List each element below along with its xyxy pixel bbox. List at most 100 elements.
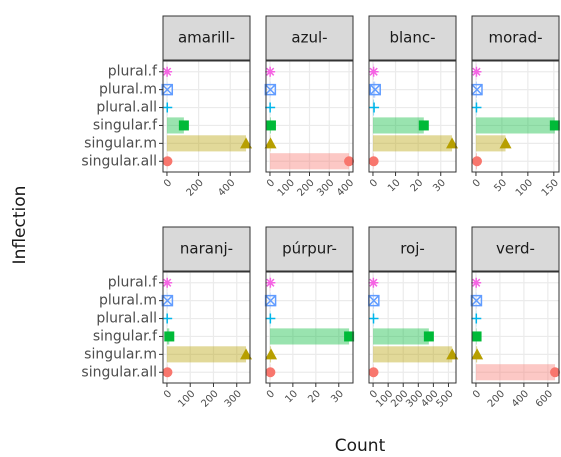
y-tick-label: singular.f [93, 117, 158, 133]
facet-title: púrpur- [282, 240, 337, 258]
point-marker [164, 331, 175, 342]
y-tick-label: singular.f [93, 328, 158, 344]
point-marker [368, 156, 379, 167]
marker-plus [471, 102, 482, 113]
y-tick-label: plural.all [96, 311, 157, 327]
bar [373, 328, 429, 345]
point-marker [162, 367, 173, 378]
x-tick-label: 100 [276, 177, 297, 198]
point-marker [369, 102, 380, 113]
marker-circle [162, 367, 173, 378]
point-marker [471, 331, 482, 342]
point-marker [265, 277, 276, 288]
marker-plus [368, 313, 379, 324]
y-tick-label: plural.all [96, 100, 157, 116]
point-marker [368, 66, 379, 77]
x-tick-label: 0 [368, 177, 380, 189]
marker-plus [369, 102, 380, 113]
marker-square [418, 120, 429, 131]
x-tick-label: 400 [510, 388, 531, 409]
point-marker [550, 367, 561, 378]
point-marker [471, 348, 484, 360]
facet-title: verd- [496, 240, 535, 258]
x-tick-label: 0 [471, 388, 483, 400]
x-tick-label: 400 [216, 177, 237, 198]
marker-square [164, 331, 175, 342]
marker-boxed-x [369, 83, 381, 96]
facet-strip [162, 15, 251, 61]
marker-plus [162, 313, 173, 324]
x-tick-label: 300 [315, 177, 336, 198]
point-marker [162, 156, 173, 167]
point-marker [264, 83, 277, 96]
point-marker [161, 294, 174, 307]
facet-strip [368, 226, 457, 272]
y-axis-title: Inflection [10, 186, 30, 265]
y-tick-label: singular.m [84, 135, 157, 151]
x-tick-label: 100 [514, 177, 535, 198]
marker-asterisk [368, 277, 379, 288]
x-tick-label: 30 [329, 388, 346, 405]
point-marker [549, 120, 560, 131]
point-marker [264, 137, 277, 149]
x-tick-label: 200 [295, 177, 316, 198]
marker-triangle [240, 348, 253, 360]
bar [166, 346, 247, 363]
panel-border [471, 271, 560, 384]
bar [372, 81, 376, 98]
panel-border [471, 60, 560, 173]
marker-asterisk [471, 277, 482, 288]
marker-circle [344, 156, 355, 167]
x-tick-label: 200 [199, 388, 220, 409]
panel-border [368, 271, 457, 384]
point-marker [471, 156, 482, 167]
bar [475, 364, 556, 381]
marker-triangle [265, 348, 278, 360]
point-marker [471, 66, 482, 77]
point-marker [240, 137, 253, 149]
y-tick-label: singular.all [81, 153, 157, 169]
facet-title: roj- [400, 240, 425, 258]
marker-square [471, 331, 482, 342]
marker-triangle [264, 137, 277, 149]
panel [163, 61, 250, 172]
facet-title: blanc- [389, 29, 435, 47]
panel-border [162, 60, 251, 173]
point-marker [344, 331, 355, 342]
marker-plus [265, 313, 276, 324]
panel [369, 61, 456, 172]
facet-title: amarill- [178, 29, 235, 47]
marker-square [178, 120, 189, 131]
point-marker [418, 120, 429, 131]
point-marker [369, 83, 381, 96]
bar [269, 328, 350, 345]
x-tick-label: 20 [306, 388, 323, 405]
marker-boxed-x [161, 83, 174, 96]
point-marker [162, 313, 173, 324]
panel [472, 61, 559, 172]
x-tick-label: 30 [431, 177, 448, 194]
panel-border [265, 271, 354, 384]
marker-triangle [446, 137, 459, 149]
x-tick-label: 0 [265, 388, 277, 400]
marker-plus [265, 102, 276, 113]
marker-circle [162, 156, 173, 167]
bar [372, 117, 424, 134]
marker-asterisk [368, 66, 379, 77]
x-tick-label: 100 [176, 388, 197, 409]
point-marker [265, 102, 276, 113]
point-marker [446, 137, 459, 149]
facet-strip [162, 226, 251, 272]
point-marker [471, 102, 482, 113]
bar [373, 346, 453, 363]
marker-plus [471, 313, 482, 324]
x-tick-label: 50 [492, 177, 509, 194]
panel-border [162, 271, 251, 384]
marker-asterisk [265, 277, 276, 288]
x-tick-label: 0 [162, 388, 174, 400]
y-tick-label: singular.m [84, 346, 157, 362]
point-marker [265, 313, 276, 324]
marker-circle [265, 367, 276, 378]
point-marker [368, 367, 379, 378]
x-tick-label: 10 [386, 177, 403, 194]
